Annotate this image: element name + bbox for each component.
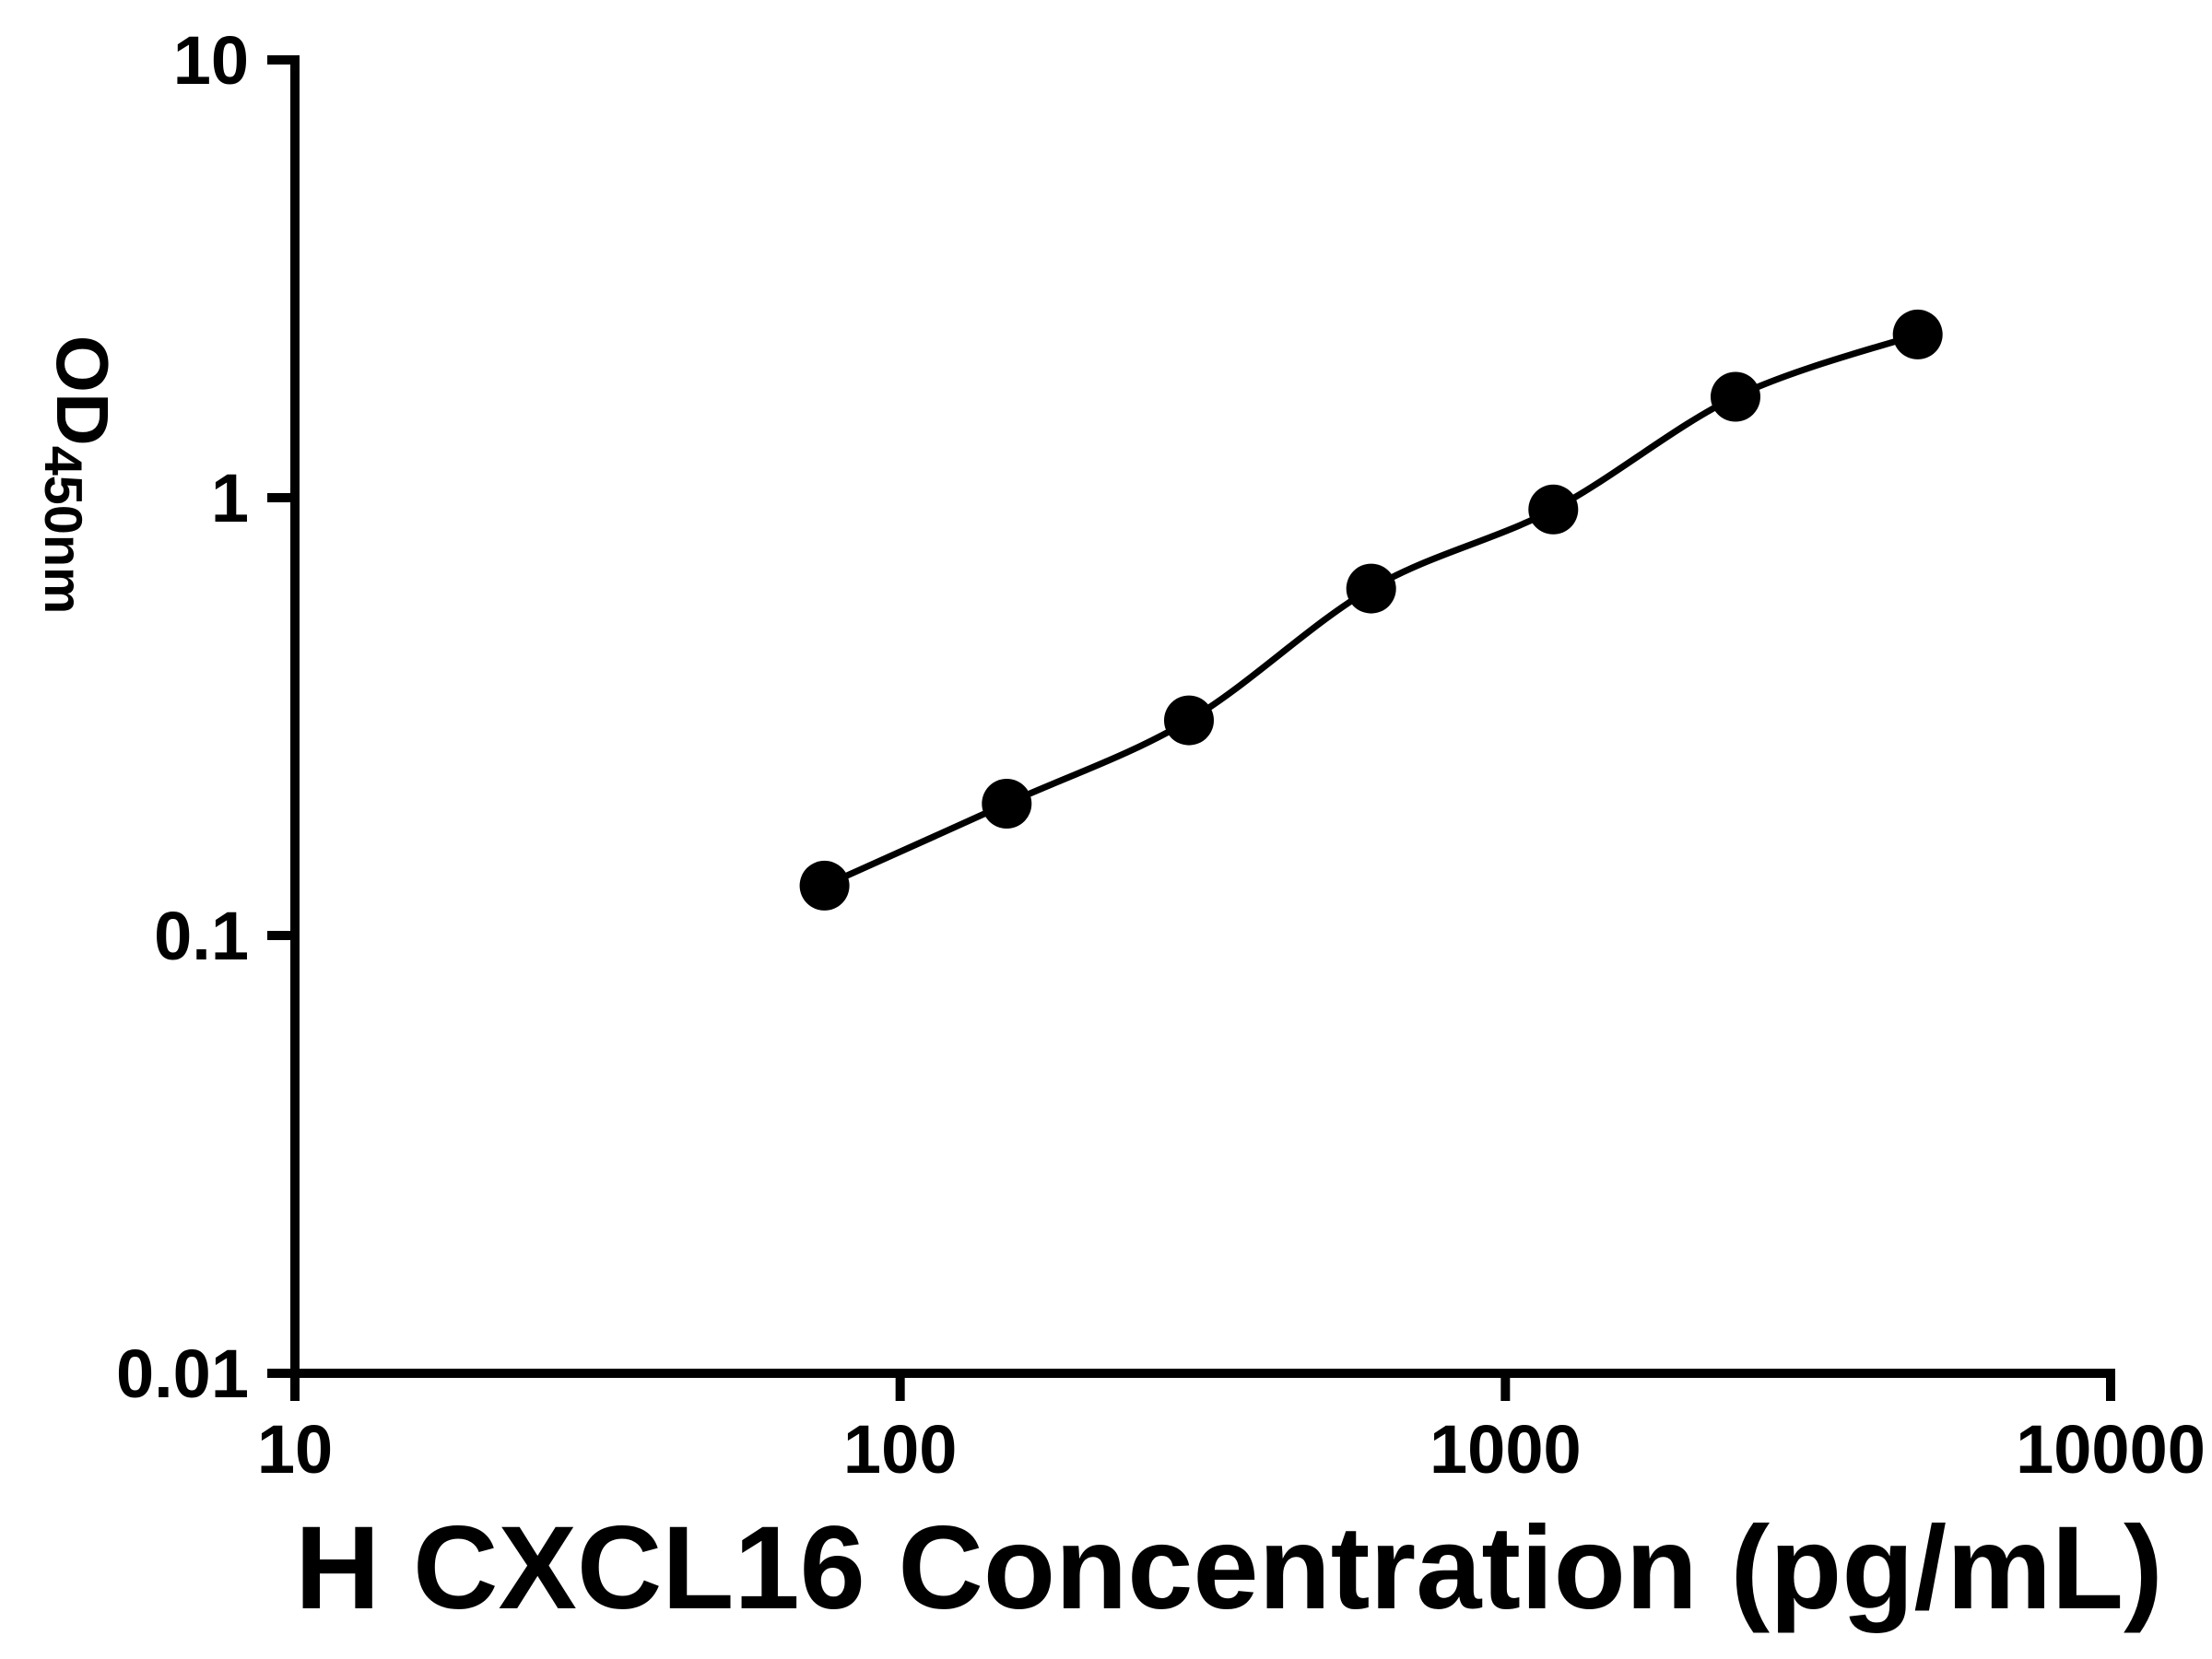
y-axis-title-main: OD [41,335,124,446]
x-axis-title: H CXCL16 Concentration (pg/mL) [295,1502,2163,1634]
data-point [1892,309,1943,359]
data-point [1164,695,1214,746]
x-tick-label: 10000 [2016,1411,2206,1488]
data-point [982,779,1032,829]
x-tick-label: 100 [843,1411,957,1488]
y-tick-label: 0.01 [116,1335,249,1412]
x-tick-label: 10 [257,1411,333,1488]
y-axis-title-sub: 450nm [33,445,93,615]
y-tick-label: 1 [211,460,249,536]
y-axis-title: OD450nm [32,335,124,614]
data-point [799,860,850,911]
data-point [1528,484,1579,535]
x-tick-label: 1000 [1430,1411,1582,1488]
y-tick-label: 10 [173,22,249,99]
data-point [1711,371,1760,422]
data-point [1346,563,1396,614]
y-tick-label: 0.1 [154,898,249,974]
